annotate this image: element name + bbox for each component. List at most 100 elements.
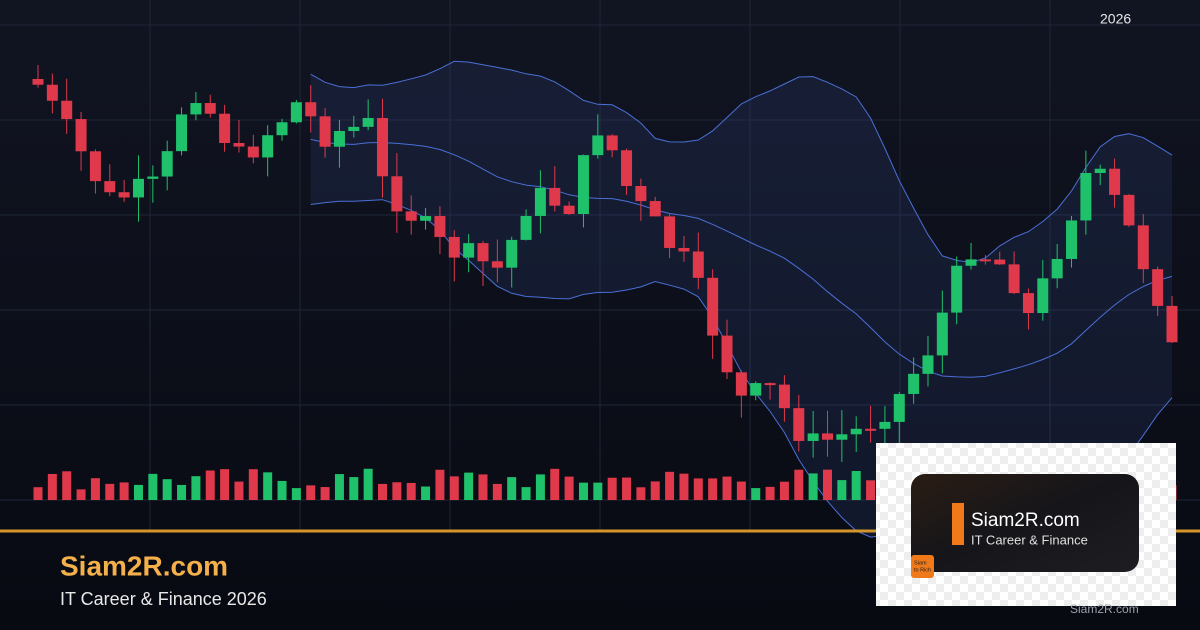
brand-tagline: IT Career & Finance 2026 xyxy=(60,589,267,609)
volume-bar xyxy=(277,480,287,500)
volume-bar xyxy=(492,483,502,500)
candle-body xyxy=(520,215,532,240)
volume-bar xyxy=(119,482,129,500)
logo-icon-text: Siam xyxy=(914,560,927,566)
candle-body xyxy=(305,102,317,117)
volume-bar xyxy=(306,485,316,500)
candle-body xyxy=(649,201,661,217)
volume-bar xyxy=(578,482,588,500)
candle-body xyxy=(333,130,345,147)
volume-bar xyxy=(90,478,100,500)
candle-body xyxy=(75,119,87,152)
candle-body xyxy=(764,383,776,386)
candle-body xyxy=(893,393,905,422)
candle-body xyxy=(176,114,188,152)
volume-bar xyxy=(334,474,344,500)
brand-title: Siam2R.com xyxy=(60,550,228,581)
volume-bar xyxy=(291,488,301,500)
candle-body xyxy=(1123,194,1135,226)
candle-body xyxy=(1094,168,1106,173)
volume-bar xyxy=(722,476,732,500)
volume-bar xyxy=(636,487,646,500)
candle-body xyxy=(1008,264,1020,294)
volume-bar xyxy=(191,476,201,500)
candle-body xyxy=(563,205,575,215)
volume-bar xyxy=(794,469,804,500)
volume-bar xyxy=(765,486,775,500)
volume-bar xyxy=(349,477,359,500)
candle-body xyxy=(1066,220,1078,259)
candle-body xyxy=(879,421,891,429)
candle-body xyxy=(262,135,274,158)
candle-body xyxy=(405,211,417,221)
candle-body xyxy=(908,373,920,394)
volume-bar xyxy=(148,473,158,500)
logo-bar xyxy=(952,503,964,545)
volume-bar xyxy=(234,481,244,500)
candle-body xyxy=(922,355,934,374)
volume-bar xyxy=(62,471,72,500)
volume-bar xyxy=(622,477,632,500)
candle-body xyxy=(994,259,1006,265)
candle-body xyxy=(836,434,848,440)
candle-body xyxy=(89,151,101,182)
volume-bar xyxy=(392,482,402,500)
candle-body xyxy=(161,151,173,177)
volume-bar xyxy=(435,469,445,500)
volume-bar xyxy=(808,473,818,500)
logo-icon xyxy=(911,555,934,578)
volume-bar xyxy=(205,470,215,500)
candle-body xyxy=(951,265,963,313)
volume-bar xyxy=(507,477,517,500)
candle-body xyxy=(1137,225,1149,270)
candle-body xyxy=(549,187,561,206)
volume-bar xyxy=(363,468,373,500)
volume-bar xyxy=(736,481,746,500)
candle-body xyxy=(850,428,862,435)
candle-body xyxy=(621,150,633,187)
volume-bar xyxy=(33,487,43,500)
candle-body xyxy=(735,372,747,396)
candle-body xyxy=(362,117,374,127)
candle-body xyxy=(1051,258,1063,279)
candle-body xyxy=(204,103,216,114)
volume-bar xyxy=(650,481,660,500)
volume-bar xyxy=(378,483,388,500)
candle-body xyxy=(132,178,144,198)
volume-bar xyxy=(822,469,832,500)
logo-title: Siam2R.com xyxy=(971,510,1080,531)
volume-bar xyxy=(837,480,847,500)
candle-body xyxy=(750,383,762,396)
candle-body xyxy=(592,135,604,156)
candle-body xyxy=(793,408,805,441)
candle-body xyxy=(61,100,73,120)
candle-body xyxy=(1166,305,1178,343)
candle-body xyxy=(707,277,719,336)
candle-body xyxy=(692,251,704,278)
candle-body xyxy=(463,243,475,258)
volume-bar xyxy=(593,482,603,500)
candle-body xyxy=(219,113,231,144)
candle-body xyxy=(377,117,389,177)
grid xyxy=(0,0,1200,531)
candle-body xyxy=(46,84,58,101)
candle-body xyxy=(1152,269,1164,306)
candle-body xyxy=(721,335,733,373)
band-line xyxy=(310,60,1173,263)
candle-body xyxy=(664,216,676,248)
candle-body xyxy=(32,79,44,85)
volume-bar xyxy=(693,478,703,500)
candle-body xyxy=(233,143,245,147)
volume-bar xyxy=(535,474,545,500)
volume-bar xyxy=(320,487,330,500)
candle-body xyxy=(936,312,948,356)
candle-body xyxy=(448,236,460,258)
candle-body xyxy=(1022,293,1034,314)
volume-bar xyxy=(866,480,876,500)
band-area xyxy=(310,61,1172,538)
band-line xyxy=(310,138,1173,378)
candle-body xyxy=(348,126,360,131)
volume-bar xyxy=(679,473,689,500)
volume-bar xyxy=(449,476,459,500)
